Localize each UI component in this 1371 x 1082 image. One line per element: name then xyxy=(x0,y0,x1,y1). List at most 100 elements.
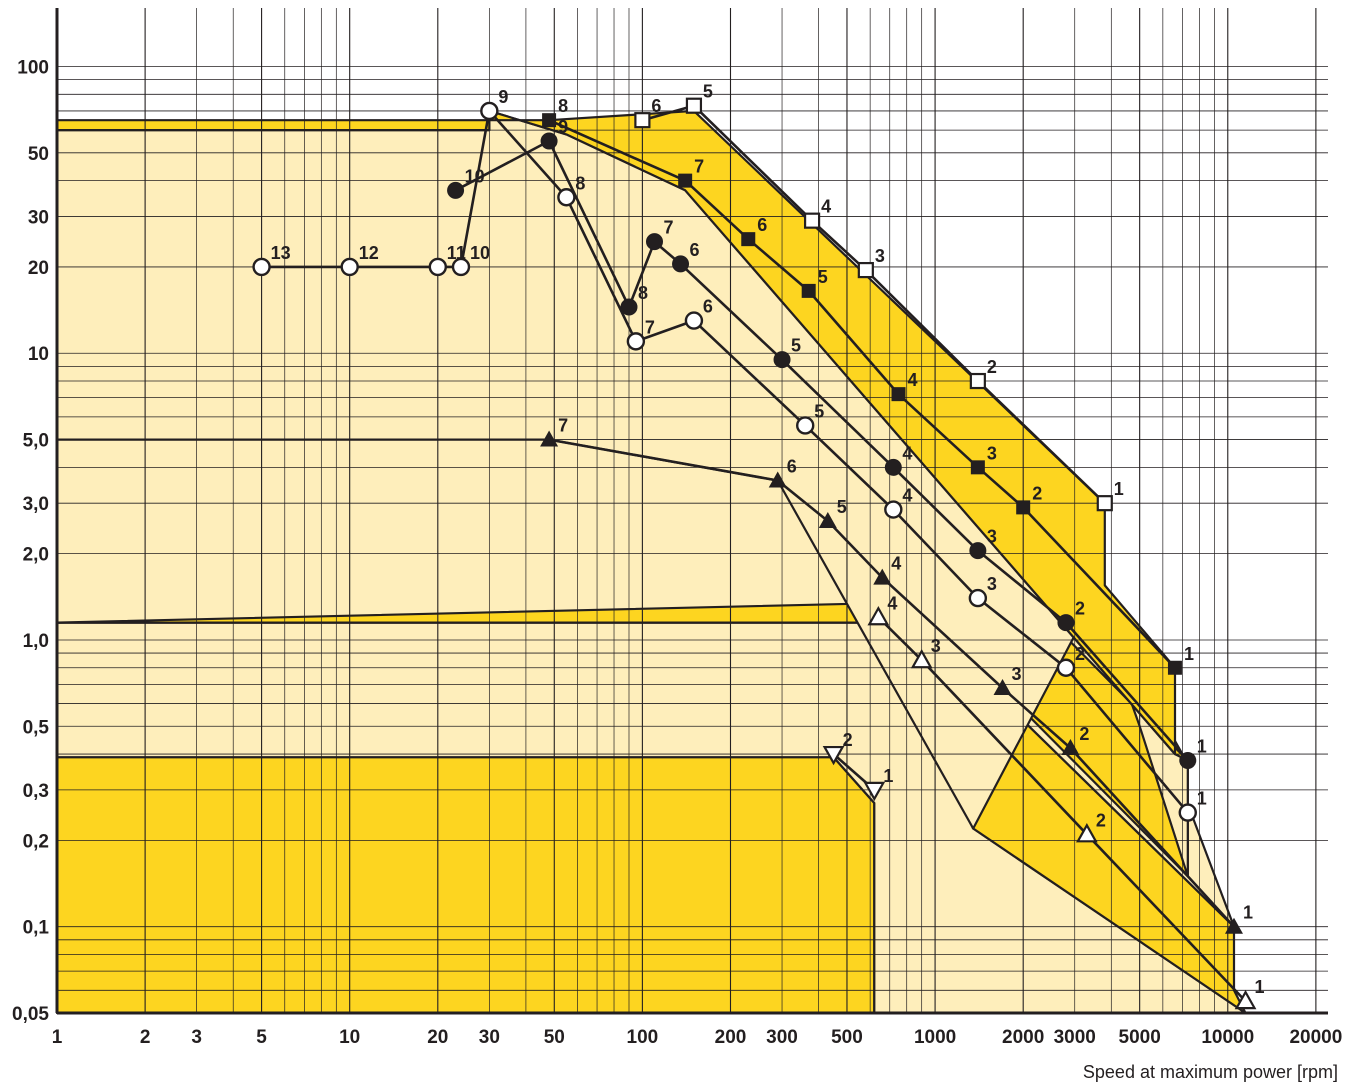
open-circle-marker xyxy=(252,257,271,277)
point-label: 6 xyxy=(787,456,797,476)
filled-square-marker xyxy=(1167,660,1182,675)
point-label: 2 xyxy=(843,730,853,750)
series-line-filled-circle xyxy=(454,139,1189,762)
band-0 xyxy=(55,756,876,1015)
y-tick-label: 5,0 xyxy=(23,431,49,452)
point-label: 13 xyxy=(271,243,291,263)
point-label: 7 xyxy=(664,218,674,238)
open-triangle-marker xyxy=(867,606,890,626)
y-tick-label: 1,0 xyxy=(23,631,49,652)
filled-circle-marker xyxy=(646,233,664,251)
point-label: 8 xyxy=(638,283,648,303)
filled-triangle-marker xyxy=(1061,738,1080,755)
x-tick-label: 3 xyxy=(191,1027,202,1048)
x-tick-label: 20 xyxy=(427,1027,448,1048)
y-tick-label: 50 xyxy=(28,144,49,165)
y-tick-label: 0,3 xyxy=(23,781,49,802)
point-label: 7 xyxy=(645,317,655,337)
filled-circle-marker xyxy=(620,298,638,316)
x-tick-label: 50 xyxy=(544,1027,565,1048)
x-tick-label: 300 xyxy=(766,1027,798,1048)
filled-square-marker xyxy=(891,387,906,402)
open-circle-marker xyxy=(1056,658,1076,677)
open-circle-marker xyxy=(796,416,815,435)
open-square-marker xyxy=(1096,495,1113,512)
y-tick-label: 0,5 xyxy=(23,717,50,738)
open-triangle-down-marker xyxy=(863,781,886,802)
series-line-open-square xyxy=(642,104,1106,505)
open-circle-marker xyxy=(1178,803,1197,822)
point-label: 7 xyxy=(558,416,568,436)
filled-circle-marker xyxy=(672,255,690,273)
point-label: 4 xyxy=(821,197,831,217)
open-square-marker xyxy=(969,372,986,390)
filled-circle-marker xyxy=(884,458,902,476)
open-circle-marker xyxy=(451,257,471,277)
point-label: 6 xyxy=(703,297,713,317)
chart-bands xyxy=(55,8,1328,1015)
point-label: 5 xyxy=(837,497,847,517)
y-axis-tick-labels: 0,05 0,1 0,2 0,3 0,5 1,0 2,0 3,0 5,0 10 20 30 50 100 xyxy=(12,58,49,1025)
point-label: 1 xyxy=(1243,903,1253,923)
point-label: 6 xyxy=(757,215,767,235)
y-tick-label: 2,0 xyxy=(23,545,49,566)
point-label: 6 xyxy=(651,96,661,116)
chart-grid xyxy=(55,8,1328,1015)
x-tick-label: 10000 xyxy=(1201,1027,1254,1048)
point-label: 7 xyxy=(694,157,704,177)
filled-triangle-marker xyxy=(540,430,559,447)
open-triangle-marker xyxy=(1234,989,1257,1010)
y-tick-label: 20 xyxy=(28,258,49,279)
point-label: 2 xyxy=(1075,644,1085,664)
point-label: 1 xyxy=(1114,479,1124,499)
point-label: 2 xyxy=(1079,724,1089,744)
point-label: 8 xyxy=(575,173,585,193)
filled-circle-marker xyxy=(969,542,987,560)
filled-square-marker xyxy=(678,173,693,188)
point-label: 4 xyxy=(902,443,912,463)
y-tick-label: 3,0 xyxy=(23,494,49,515)
point-label: 4 xyxy=(891,554,901,574)
open-square-marker xyxy=(634,112,651,129)
x-axis-tick-labels: 1 2 3 5 10 20 30 50 100 200 300 500 1000 2000 3000 5000… xyxy=(52,1027,1343,1048)
y-tick-label: 0,05 xyxy=(12,1004,49,1025)
x-tick-label: 5000 xyxy=(1119,1027,1161,1048)
series-markers: 1234567891011121312345678910123456781234… xyxy=(252,82,1265,1010)
point-label: 5 xyxy=(814,401,824,421)
y-tick-label: 100 xyxy=(17,58,49,79)
point-label: 1 xyxy=(1255,977,1265,997)
point-label: 2 xyxy=(1075,599,1085,619)
filled-circle-marker xyxy=(447,181,465,199)
x-tick-label: 10 xyxy=(339,1027,360,1048)
point-label: 3 xyxy=(987,527,997,547)
filled-circle-marker xyxy=(1057,614,1075,632)
point-label: 4 xyxy=(887,593,897,613)
x-tick-label: 2 xyxy=(140,1027,151,1048)
x-tick-label: 100 xyxy=(627,1027,659,1048)
filled-triangle-marker xyxy=(1224,917,1243,934)
filled-square-marker xyxy=(801,283,816,298)
open-triangle-down-marker xyxy=(822,745,845,766)
x-axis-label: Speed at maximum power [rpm] xyxy=(1083,1062,1338,1082)
point-label: 12 xyxy=(359,243,379,263)
filled-square-marker xyxy=(741,232,756,247)
open-circle-marker xyxy=(557,188,576,207)
filled-triangle-marker xyxy=(873,568,892,585)
series-line-filled-square xyxy=(548,119,1176,669)
point-label: 9 xyxy=(558,117,568,137)
point-label: 10 xyxy=(465,166,485,186)
filled-circle-marker xyxy=(1179,751,1197,769)
filled-square-marker xyxy=(970,460,985,475)
open-square-marker xyxy=(803,212,821,229)
point-label: 5 xyxy=(791,336,801,356)
point-label: 2 xyxy=(1032,483,1042,503)
point-label: 9 xyxy=(498,87,508,107)
filled-circle-marker xyxy=(773,351,791,369)
point-label: 10 xyxy=(470,243,490,263)
x-tick-label: 30 xyxy=(479,1027,500,1048)
x-tick-label: 1000 xyxy=(914,1027,956,1048)
point-label: 3 xyxy=(987,443,997,463)
open-circle-marker xyxy=(340,257,359,277)
y-tick-label: 0,2 xyxy=(23,831,49,852)
